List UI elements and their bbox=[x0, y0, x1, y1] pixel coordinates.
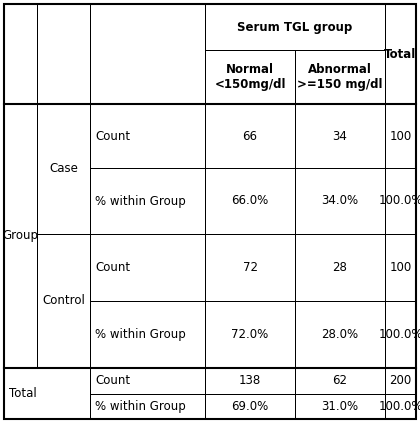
Text: 62: 62 bbox=[333, 374, 347, 387]
Text: 100.0%: 100.0% bbox=[378, 400, 420, 413]
Bar bbox=[385, 234, 416, 301]
Text: 66: 66 bbox=[242, 129, 257, 143]
Bar bbox=[205, 234, 295, 301]
Text: 69.0%: 69.0% bbox=[231, 400, 269, 413]
Bar bbox=[205, 301, 295, 368]
Text: 100: 100 bbox=[389, 261, 412, 274]
Text: 72: 72 bbox=[242, 261, 257, 274]
Bar bbox=[4, 368, 90, 419]
Bar bbox=[205, 394, 295, 419]
Text: 34: 34 bbox=[333, 129, 347, 143]
Text: 28.0%: 28.0% bbox=[321, 328, 359, 341]
Text: 100.0%: 100.0% bbox=[378, 328, 420, 341]
Bar bbox=[90, 4, 205, 104]
Bar bbox=[37, 234, 90, 368]
Text: Serum TGL group: Serum TGL group bbox=[237, 20, 353, 33]
Bar bbox=[37, 104, 90, 234]
Bar bbox=[90, 168, 205, 234]
Bar bbox=[90, 234, 205, 301]
Bar bbox=[295, 394, 385, 419]
Bar bbox=[90, 368, 205, 394]
Text: Control: Control bbox=[42, 294, 85, 308]
Text: 72.0%: 72.0% bbox=[231, 328, 269, 341]
Bar bbox=[90, 394, 205, 419]
Text: Count: Count bbox=[95, 129, 130, 143]
Bar bbox=[385, 368, 416, 394]
Bar bbox=[385, 104, 416, 168]
Text: 31.0%: 31.0% bbox=[321, 400, 359, 413]
Bar bbox=[385, 4, 416, 104]
Bar bbox=[205, 368, 295, 394]
Text: 138: 138 bbox=[239, 374, 261, 387]
Bar bbox=[205, 4, 385, 50]
Text: 34.0%: 34.0% bbox=[321, 195, 359, 208]
Text: 200: 200 bbox=[389, 374, 412, 387]
Text: Total: Total bbox=[384, 47, 417, 60]
Bar bbox=[4, 104, 37, 368]
Text: % within Group: % within Group bbox=[95, 195, 186, 208]
Bar bbox=[90, 301, 205, 368]
Bar bbox=[4, 4, 37, 104]
Text: Abnormal
>=150 mg/dl: Abnormal >=150 mg/dl bbox=[297, 63, 383, 91]
Text: Total: Total bbox=[9, 387, 37, 400]
Text: 100: 100 bbox=[389, 129, 412, 143]
Bar bbox=[205, 168, 295, 234]
Bar bbox=[90, 104, 205, 168]
Text: Normal
<150mg/dl: Normal <150mg/dl bbox=[214, 63, 286, 91]
Bar bbox=[295, 104, 385, 168]
Bar bbox=[295, 50, 385, 104]
Bar bbox=[37, 4, 90, 104]
Bar bbox=[385, 394, 416, 419]
Text: Count: Count bbox=[95, 374, 130, 387]
Text: % within Group: % within Group bbox=[95, 328, 186, 341]
Bar bbox=[385, 168, 416, 234]
Bar bbox=[385, 301, 416, 368]
Text: Case: Case bbox=[49, 162, 78, 176]
Text: Group: Group bbox=[3, 230, 39, 242]
Bar bbox=[295, 168, 385, 234]
Bar bbox=[295, 368, 385, 394]
Bar bbox=[295, 234, 385, 301]
Text: 66.0%: 66.0% bbox=[231, 195, 269, 208]
Bar bbox=[205, 50, 295, 104]
Text: 28: 28 bbox=[333, 261, 347, 274]
Bar bbox=[205, 104, 295, 168]
Text: % within Group: % within Group bbox=[95, 400, 186, 413]
Text: 100.0%: 100.0% bbox=[378, 195, 420, 208]
Bar bbox=[295, 301, 385, 368]
Text: Count: Count bbox=[95, 261, 130, 274]
